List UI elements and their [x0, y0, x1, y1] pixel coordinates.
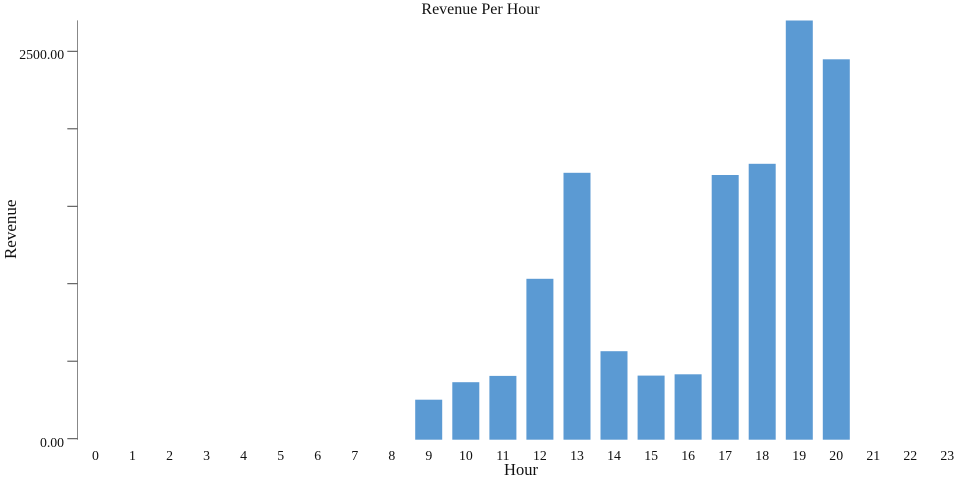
svg-text:23: 23 — [940, 448, 954, 463]
svg-text:22: 22 — [903, 448, 917, 463]
svg-text:5: 5 — [277, 448, 284, 463]
svg-text:7: 7 — [351, 448, 358, 463]
svg-text:Revenue Per Hour: Revenue Per Hour — [421, 1, 540, 18]
svg-text:6: 6 — [314, 448, 321, 463]
svg-text:19: 19 — [792, 448, 806, 463]
svg-text:21: 21 — [866, 448, 880, 463]
svg-text:9: 9 — [425, 448, 432, 463]
svg-text:16: 16 — [681, 448, 695, 463]
svg-text:12: 12 — [533, 448, 547, 463]
svg-text:13: 13 — [570, 448, 584, 463]
svg-text:Hour: Hour — [504, 460, 538, 479]
svg-text:Revenue: Revenue — [1, 200, 20, 259]
svg-text:1: 1 — [129, 448, 136, 463]
svg-text:10: 10 — [459, 448, 473, 463]
svg-text:0.00: 0.00 — [40, 435, 64, 450]
svg-text:4: 4 — [240, 448, 247, 463]
svg-text:14: 14 — [607, 448, 621, 463]
svg-text:18: 18 — [755, 448, 769, 463]
svg-text:11: 11 — [496, 448, 509, 463]
svg-text:15: 15 — [644, 448, 658, 463]
svg-text:17: 17 — [718, 448, 732, 463]
svg-text:0: 0 — [92, 448, 99, 463]
svg-text:2: 2 — [166, 448, 173, 463]
svg-text:3: 3 — [203, 448, 210, 463]
svg-text:20: 20 — [829, 448, 843, 463]
svg-text:8: 8 — [388, 448, 395, 463]
svg-text:2500.00: 2500.00 — [19, 47, 64, 62]
